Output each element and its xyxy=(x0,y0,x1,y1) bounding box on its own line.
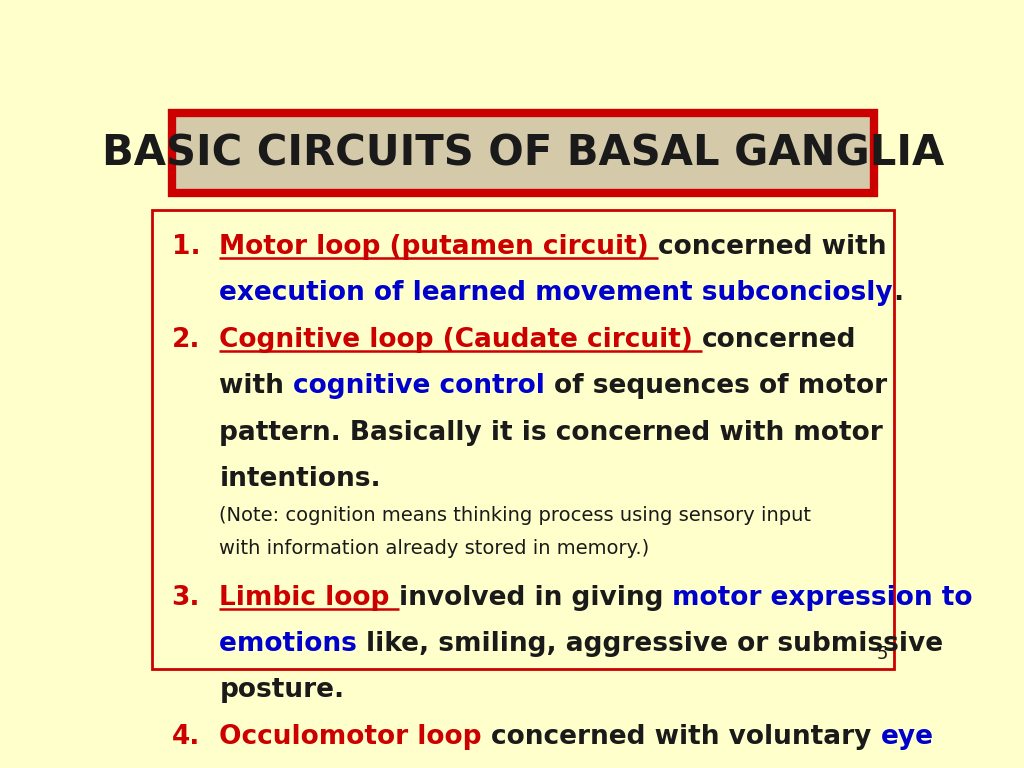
FancyBboxPatch shape xyxy=(152,210,894,669)
Text: execution of learned movement subconciosly: execution of learned movement subconcios… xyxy=(219,280,893,306)
Text: .: . xyxy=(893,280,903,306)
Text: cognitive control: cognitive control xyxy=(293,373,554,399)
Text: emotions: emotions xyxy=(219,631,367,657)
FancyBboxPatch shape xyxy=(172,113,874,193)
Text: concerned with voluntary: concerned with voluntary xyxy=(490,724,881,750)
Text: Cognitive loop (Caudate circuit): Cognitive loop (Caudate circuit) xyxy=(219,327,702,353)
Text: of sequences of motor: of sequences of motor xyxy=(554,373,888,399)
Text: with information already stored in memory.): with information already stored in memor… xyxy=(219,539,649,558)
Text: Motor loop (putamen circuit): Motor loop (putamen circuit) xyxy=(219,234,658,260)
Text: BASIC CIRCUITS OF BASAL GANGLIA: BASIC CIRCUITS OF BASAL GANGLIA xyxy=(102,132,944,174)
Text: Occulomotor loop: Occulomotor loop xyxy=(219,724,490,750)
Text: 4.: 4. xyxy=(172,724,200,750)
Text: 3.: 3. xyxy=(172,585,200,611)
Text: motor expression to: motor expression to xyxy=(673,585,973,611)
Text: 1.: 1. xyxy=(172,234,201,260)
Text: posture.: posture. xyxy=(219,677,344,703)
Text: 5: 5 xyxy=(877,645,888,663)
Text: involved in giving: involved in giving xyxy=(398,585,673,611)
Text: Limbic loop: Limbic loop xyxy=(219,585,398,611)
Text: concerned with: concerned with xyxy=(658,234,887,260)
Text: (Note: cognition means thinking process using sensory input: (Note: cognition means thinking process … xyxy=(219,506,811,525)
Text: like, smiling, aggressive or submissive: like, smiling, aggressive or submissive xyxy=(367,631,943,657)
Text: eye: eye xyxy=(881,724,934,750)
Text: 2.: 2. xyxy=(172,327,200,353)
Text: intentions.: intentions. xyxy=(219,465,381,492)
Text: concerned: concerned xyxy=(702,327,857,353)
Text: with: with xyxy=(219,373,293,399)
Text: pattern. Basically it is concerned with motor: pattern. Basically it is concerned with … xyxy=(219,419,883,445)
